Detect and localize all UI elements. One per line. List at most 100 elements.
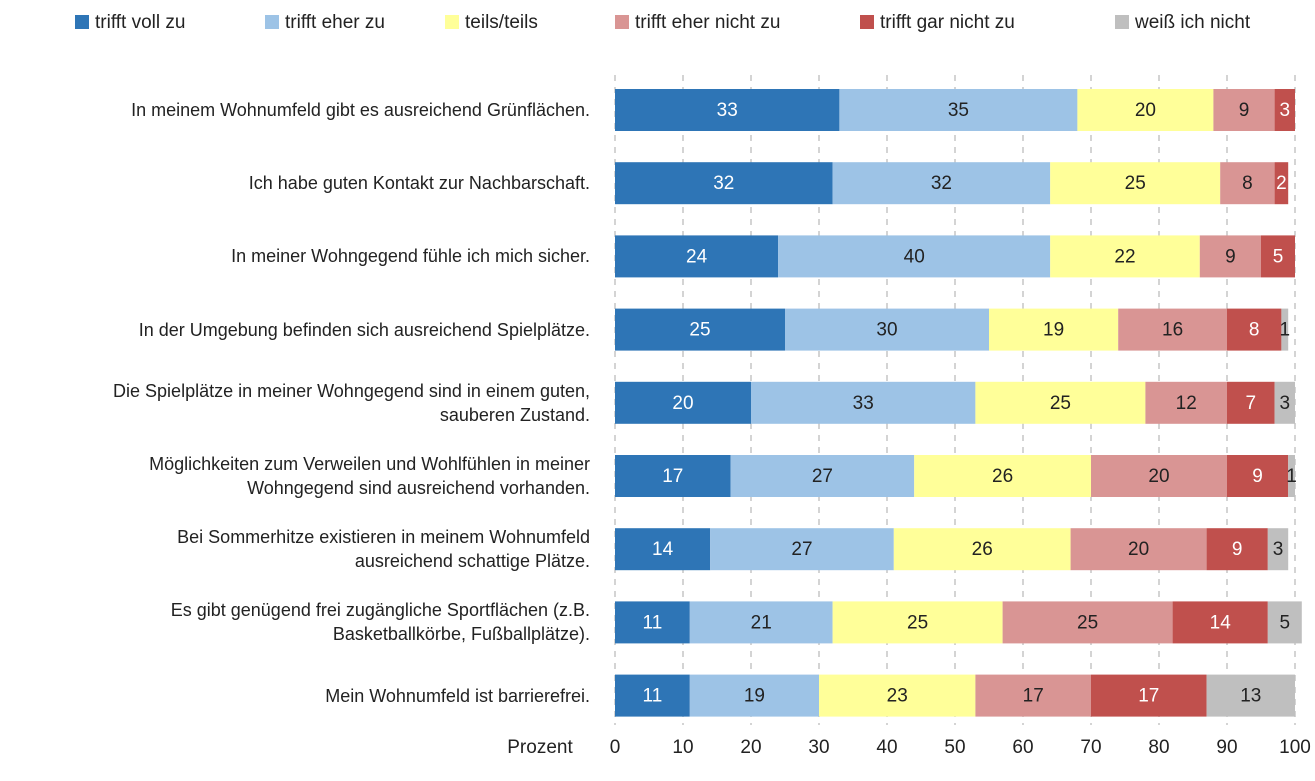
bar-segment [615,601,690,644]
x-axis-label: Prozent [507,737,573,758]
value-label: 12 [1176,393,1197,414]
legend-swatch [1115,15,1129,29]
bar-segment [1274,381,1295,424]
bar-segment [1206,528,1268,571]
bar-segment [615,308,785,351]
bar-segment [819,674,976,717]
value-label: 27 [791,539,812,560]
x-tick-label: 0 [610,737,621,758]
legend-swatch [860,15,874,29]
bar-segment [1050,235,1200,278]
value-label: 5 [1280,612,1291,633]
category-label: Möglichkeiten zum Verweilen und Wohlfühl… [149,454,590,498]
value-label: 17 [1023,686,1044,707]
bar-segment [1220,162,1275,205]
legend-label: teils/teils [465,12,538,33]
x-tick-label: 60 [1012,737,1033,758]
bar-segment [832,162,1051,205]
value-label: 24 [686,246,708,267]
category-label: Bei Sommerhitze existieren in meinem Woh… [177,527,590,572]
x-tick-label: 70 [1080,737,1101,758]
value-label: 30 [876,320,897,341]
bar-segment [1050,162,1221,205]
value-label: 25 [689,320,710,341]
bar-segment [710,528,894,571]
value-label: 8 [1249,320,1260,341]
bar-segment [689,674,819,717]
value-label: 5 [1273,246,1284,267]
value-label: 8 [1242,173,1253,194]
value-label: 7 [1246,393,1257,414]
value-label: 16 [1162,320,1183,341]
legend-swatch [445,15,459,29]
bar-segment [975,381,1146,424]
bar-segment [1091,455,1227,497]
value-label: 20 [1148,466,1169,487]
bar-segment [1261,235,1295,278]
legend-label: trifft voll zu [95,12,185,33]
bar-segment [1145,381,1227,424]
bar-segment [832,601,1003,644]
value-label: 3 [1280,393,1291,414]
bar-segment [1118,308,1227,351]
value-label: 1 [1280,320,1291,341]
value-label: 33 [717,100,738,121]
value-label: 9 [1225,246,1236,267]
value-label: 9 [1239,100,1250,121]
legend-label: weiß ich nicht [1134,12,1251,33]
bar-segment [1288,455,1295,497]
value-label: 19 [1043,320,1064,341]
value-label: 35 [948,100,969,121]
value-label: 9 [1252,466,1263,487]
value-label: 25 [1125,173,1146,194]
bar-segment [1077,89,1214,131]
bar-segment [839,89,1078,131]
value-label: 22 [1114,246,1135,267]
legend-swatch [265,15,279,29]
bar-segment [1172,601,1268,644]
value-label: 25 [1050,393,1071,414]
value-label: 2 [1276,173,1287,194]
category-label: Ich habe guten Kontakt zur Nachbarschaft… [248,173,590,194]
value-label: 11 [643,612,663,633]
bar-segment [615,235,779,278]
category-label: Die Spielplätze in meiner Wohngegend sin… [113,380,590,425]
value-label: 33 [853,393,874,414]
category-label: Es gibt genügend frei zugängliche Sportf… [170,600,590,645]
bar-segment [1199,235,1261,278]
value-label: 40 [904,246,925,267]
bar-segment [615,528,711,571]
value-label: 13 [1240,686,1261,707]
x-tick-label: 20 [740,737,761,758]
x-tick-label: 50 [944,737,965,758]
value-label: 20 [1135,100,1156,121]
bar-segment [1281,308,1289,351]
bar-segment [989,308,1119,351]
value-label: 20 [672,393,693,414]
bar-segment [615,674,690,717]
value-label: 32 [931,173,952,194]
value-label: 14 [652,539,674,560]
bar-segment [689,601,833,644]
x-tick-label: 100 [1279,737,1311,758]
value-label: 20 [1128,539,1149,560]
bar-segment [615,455,731,497]
bar-segment [615,162,833,205]
value-label: 26 [992,466,1013,487]
value-label: 26 [972,539,993,560]
value-label: 25 [907,612,928,633]
bar-segment [615,381,751,424]
value-label: 9 [1232,539,1243,560]
value-label: 21 [751,612,772,633]
value-label: 14 [1210,612,1232,633]
x-tick-label: 90 [1216,737,1237,758]
bar-segment [893,528,1071,571]
value-label: 27 [812,466,833,487]
category-label: In der Umgebung befinden sich ausreichen… [138,319,590,340]
legend-swatch [75,15,89,29]
category-label: In meinem Wohnumfeld gibt es ausreichend… [131,100,590,120]
bar-segment [615,89,840,131]
value-label: 17 [1138,686,1159,707]
category-label: In meiner Wohngegend fühle ich mich sich… [231,246,590,267]
